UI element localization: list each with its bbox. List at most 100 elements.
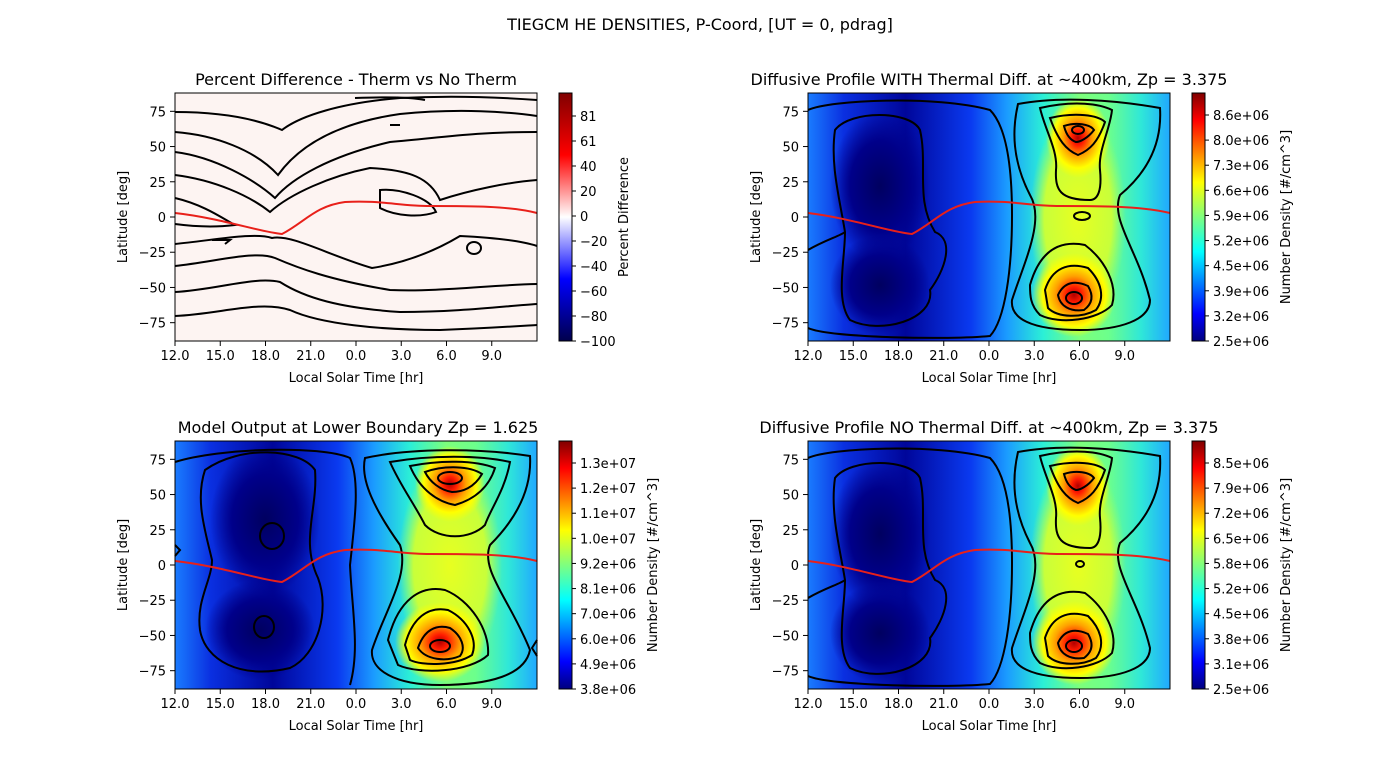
contour-lines <box>174 448 538 687</box>
terminator-line <box>174 200 538 236</box>
contour-line <box>379 188 438 217</box>
colorbar-tick-label: 9.2e+06 <box>580 557 636 572</box>
colorbar-tick-label: 1.1e+07 <box>580 507 636 522</box>
cold-region <box>205 580 315 680</box>
plot-area <box>807 440 1171 690</box>
colorbar-tick-label: −40 <box>580 260 607 275</box>
cold-region <box>830 583 930 683</box>
y-tick-label: −25 <box>772 246 799 261</box>
colorbar-tick-label: 8.6e+06 <box>1213 109 1269 124</box>
contour-line <box>530 639 538 657</box>
contour-line <box>1028 590 1115 670</box>
colorbar-tick-label: 7.2e+06 <box>1213 507 1269 522</box>
contour-line <box>174 166 538 214</box>
x-tick-label: 6.0 <box>1069 349 1090 364</box>
contour-line <box>1038 102 1114 202</box>
x-tick-label: 18.0 <box>251 697 280 712</box>
colorbar-tick-label: 1.3e+07 <box>580 457 636 472</box>
x-tick-label: 9.0 <box>1114 349 1135 364</box>
x-tick-label: 3.0 <box>391 349 412 364</box>
contour-loop <box>1073 211 1091 221</box>
contour-line <box>1010 446 1162 680</box>
colorbar-tick-label: 4.9e+06 <box>580 658 636 673</box>
x-tick-label: 3.0 <box>1024 697 1045 712</box>
cold-region <box>830 235 930 335</box>
colorbar-tick-label: 2.5e+06 <box>1213 683 1269 698</box>
x-tick-label: 15.0 <box>206 697 235 712</box>
y-tick-label: 25 <box>782 176 799 191</box>
y-axis-label: Latitude [deg] <box>116 519 131 611</box>
colorbar-label: Number Density [#/cm^3] <box>646 478 661 652</box>
panel-lower-boundary: Model Output at Lower Boundary Zp = 1.62… <box>116 418 661 734</box>
x-tick-label: 12.0 <box>794 697 823 712</box>
panel-title: Diffusive Profile NO Thermal Diff. at ~4… <box>759 418 1218 437</box>
x-tick-label: 15.0 <box>839 349 868 364</box>
y-tick-label: 50 <box>782 141 799 156</box>
contour-line <box>1028 242 1115 322</box>
cold-region <box>210 445 320 595</box>
x-tick-label: 0.0 <box>979 697 1000 712</box>
colorbar-gradient <box>1191 440 1206 690</box>
y-tick-label: 0 <box>158 559 166 574</box>
y-tick-label: 0 <box>791 559 799 574</box>
contour-line <box>174 305 538 332</box>
contour-line <box>1043 264 1103 317</box>
colorbar-tick-label: 3.8e+06 <box>1213 633 1269 648</box>
panel-percent-difference: Percent Difference - Therm vs No Therm <box>116 70 632 386</box>
colorbar-tick-label: 6.5e+06 <box>1213 532 1269 547</box>
contour-loop <box>429 639 451 653</box>
x-tick-label: 12.0 <box>161 697 190 712</box>
x-tick-label: 18.0 <box>884 349 913 364</box>
x-tick-label: 12.0 <box>794 349 823 364</box>
contour-line <box>1010 98 1162 332</box>
colorbar: 8.6e+06 8.0e+06 7.3e+06 6.6e+06 5.9e+06 5.2e+… <box>1191 92 1294 350</box>
contour-line <box>174 109 538 177</box>
y-axis-label: Latitude [deg] <box>749 171 764 263</box>
x-tick-label: 6.0 <box>436 349 457 364</box>
x-axis-label: Local Solar Time [hr] <box>922 719 1057 734</box>
y-ticks: 75 50 25 0 −25 −50 −75 <box>139 105 175 332</box>
colorbar-tick-label: 3.9e+06 <box>1213 285 1269 300</box>
colorbar-gradient <box>1191 92 1206 342</box>
contour-line <box>408 460 497 507</box>
contour-lines <box>174 95 538 332</box>
x-tick-label: 0.0 <box>346 697 367 712</box>
contour-line <box>174 95 538 132</box>
contour-loop <box>1075 560 1085 568</box>
contour-line <box>1048 113 1107 157</box>
x-tick-label: 9.0 <box>481 697 502 712</box>
contour-line <box>807 579 846 599</box>
contour-line <box>174 131 538 200</box>
contour-line <box>388 455 512 538</box>
y-ticks: 75 50 25 0 −25 −50 −75 <box>772 105 808 332</box>
x-tick-label: 0.0 <box>979 349 1000 364</box>
plot-area <box>174 92 538 342</box>
colorbar-tick-label: 1.0e+07 <box>580 532 636 547</box>
x-tick-label: 3.0 <box>391 697 412 712</box>
colorbar-label: Percent Difference <box>617 157 632 277</box>
colorbar-tick-label: 5.2e+06 <box>1213 235 1269 250</box>
y-tick-label: −75 <box>139 665 166 680</box>
x-ticks: 12.0 15.0 18.0 21.0 0.0 3.0 6.0 9.0 <box>161 341 502 364</box>
colorbar-ticks: 8.6e+06 8.0e+06 7.3e+06 6.6e+06 5.9e+06 5.2e+… <box>1205 109 1269 350</box>
hot-spot <box>1046 98 1110 178</box>
contour-line <box>354 96 426 101</box>
colorbar: 8.5e+06 7.9e+06 7.2e+06 6.5e+06 5.8e+06 5.2e+… <box>1191 440 1294 698</box>
colorbar-tick-label: 3.1e+06 <box>1213 658 1269 673</box>
colorbar-ticks: 8.5e+06 7.9e+06 7.2e+06 6.5e+06 5.8e+06 5.2e+… <box>1205 457 1269 698</box>
colorbar-tick-label: 7.0e+06 <box>580 608 636 623</box>
contour-line <box>212 239 233 245</box>
y-tick-label: 25 <box>782 524 799 539</box>
colorbar-tick-label: −100 <box>580 335 616 350</box>
y-ticks: 75 50 25 0 −25 −50 −75 <box>139 453 175 680</box>
contour-loop <box>466 241 482 255</box>
colorbar-tick-label: 5.2e+06 <box>1213 583 1269 598</box>
y-tick-label: −25 <box>139 594 166 609</box>
x-tick-label: 9.0 <box>481 349 502 364</box>
y-tick-label: −25 <box>772 594 799 609</box>
contour-line <box>807 447 1014 687</box>
y-tick-label: 75 <box>149 453 166 468</box>
contour-loop <box>1071 125 1085 135</box>
panel-no-thermal-diffusion: Diffusive Profile NO Thermal Diff. at ~4… <box>749 418 1294 734</box>
